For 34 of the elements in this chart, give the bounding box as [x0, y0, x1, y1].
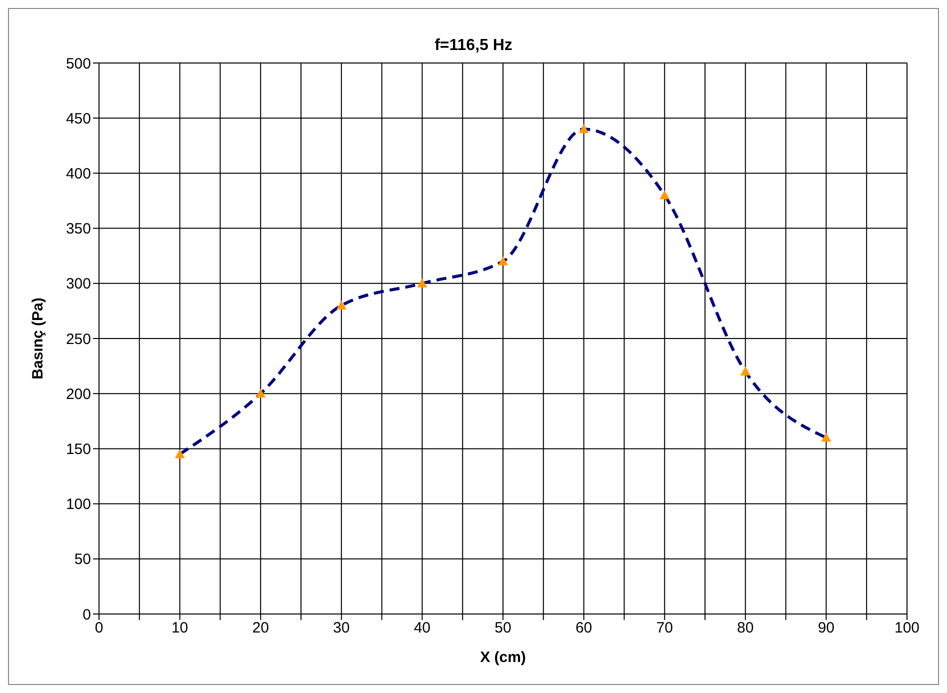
y-tick-label: 350 [66, 220, 91, 238]
y-tick-label: 500 [66, 55, 91, 72]
x-tick-label: 40 [414, 620, 431, 637]
x-tick-label: 80 [737, 620, 754, 637]
y-tick-label: 50 [74, 551, 91, 568]
point [660, 190, 670, 200]
y-tick-label: 200 [66, 386, 91, 403]
x-tick-label: 70 [656, 620, 673, 637]
y-tick-label: 250 [66, 330, 91, 348]
point [174, 449, 185, 458]
y-tick-label: 0 [82, 606, 91, 624]
point [256, 388, 266, 398]
x-tick-label: 20 [252, 620, 269, 637]
x-tick-label: 50 [494, 620, 512, 637]
x-axis-title: X (cm) [480, 649, 526, 666]
y-axis-title: Basınç (Pa) [29, 298, 46, 380]
point [578, 124, 589, 134]
chart-title: f=116,5 Hz [434, 37, 514, 55]
y-tick-label: 300 [66, 276, 91, 293]
point [821, 432, 832, 442]
x-tick-label: 100 [894, 620, 920, 637]
y-tick-label: 400 [66, 166, 91, 183]
point [740, 366, 750, 376]
point [336, 300, 346, 310]
x-tick-label: 10 [171, 620, 188, 637]
x-tick-label: 60 [575, 620, 592, 637]
x-tick-label: 30 [333, 620, 350, 637]
y-tick-label: 150 [66, 441, 91, 458]
point [417, 278, 428, 288]
y-tick-label: 100 [66, 496, 91, 514]
x-tick-label: 90 [818, 620, 835, 637]
y-tick-label: 450 [66, 110, 91, 128]
x-tick-label: 0 [94, 620, 104, 637]
point [498, 256, 508, 266]
